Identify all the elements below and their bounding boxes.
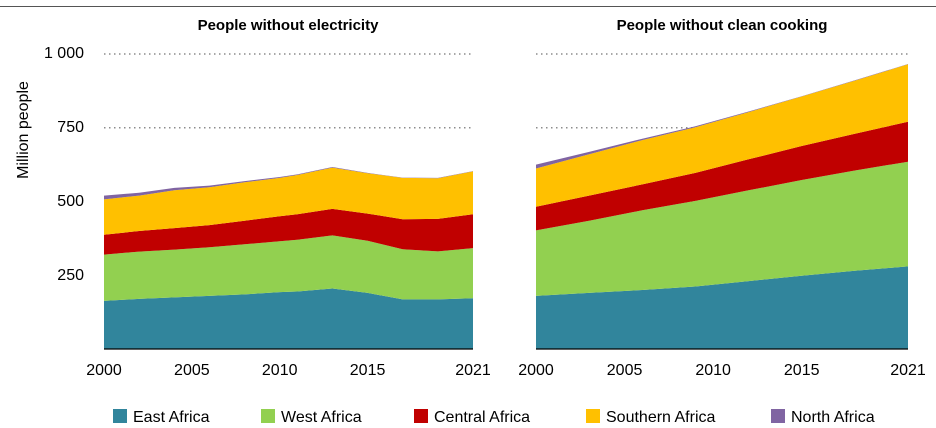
legend-swatch [261, 409, 275, 423]
legend-swatch [113, 409, 127, 423]
y-tick-labels: 250 500 750 1 000 [44, 45, 84, 284]
panel-electricity: People without electricity 2000 2005 2010 2… [86, 17, 491, 379]
legend-swatch [586, 409, 600, 423]
legend-label: Southern Africa [606, 409, 716, 426]
panel-clean-cooking: People without clean cooking 2000 2005 201… [518, 17, 926, 379]
x-tick-label: 2015 [784, 362, 820, 379]
x-tick-label: 2021 [455, 362, 491, 379]
legend-label: North Africa [791, 409, 875, 426]
panel-title: People without electricity [198, 17, 380, 34]
y-tick-label: 750 [57, 119, 84, 136]
x-tick-label: 2005 [607, 362, 643, 379]
y-axis-label: Million people [15, 81, 32, 179]
x-tick-label: 2000 [86, 362, 122, 379]
legend-label: West Africa [281, 409, 362, 426]
legend-label: East Africa [133, 409, 210, 426]
x-tick-label: 2005 [174, 362, 210, 379]
legend-label: Central Africa [434, 409, 530, 426]
legend-swatch [414, 409, 428, 423]
x-tick-label: 2015 [350, 362, 386, 379]
y-tick-label: 500 [57, 193, 84, 210]
x-tick-label: 2010 [695, 362, 731, 379]
legend-swatch [771, 409, 785, 423]
x-tick-label: 2000 [518, 362, 554, 379]
legend: East Africa West Africa Central Africa Sout… [113, 409, 875, 426]
x-tick-label: 2021 [890, 362, 926, 379]
panel-title: People without clean cooking [617, 17, 828, 34]
y-tick-label: 1 000 [44, 45, 84, 62]
x-tick-label: 2010 [262, 362, 298, 379]
y-tick-label: 250 [57, 267, 84, 284]
